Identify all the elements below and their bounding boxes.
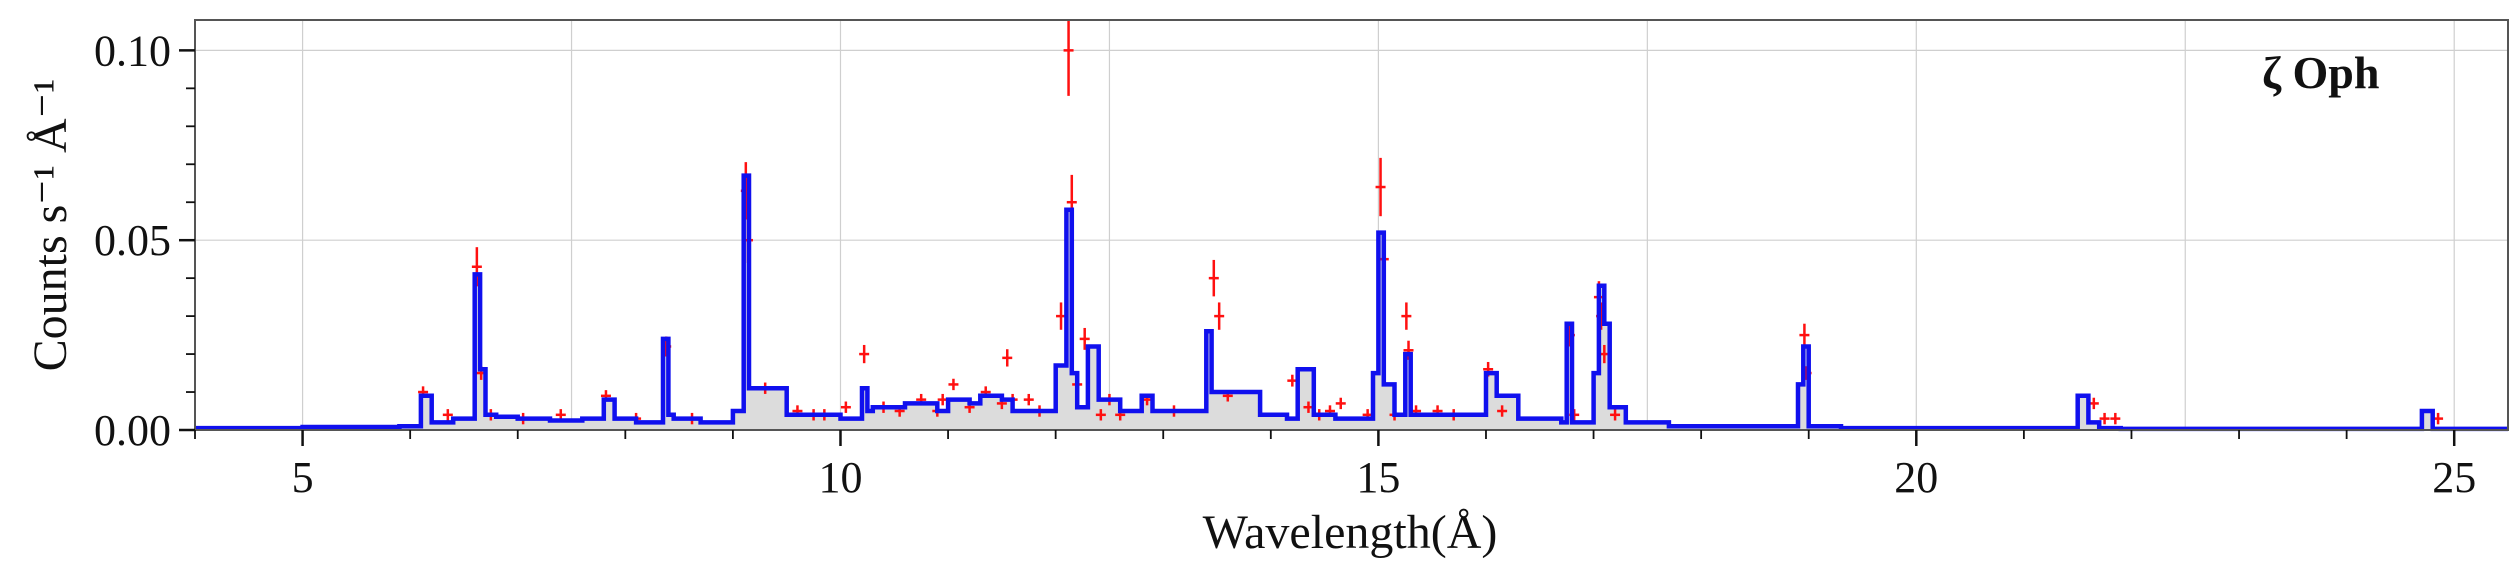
data-point [1335, 397, 1346, 410]
x-tick-label: 15 [1356, 453, 1400, 502]
data-point [442, 409, 453, 421]
x-tick-label: 5 [292, 453, 314, 502]
x-axis-label: Wavelength(Å) [1203, 506, 1498, 559]
data-point [840, 401, 851, 413]
model-fill-area [195, 175, 2508, 430]
data-point [2110, 412, 2121, 425]
data-point [2099, 412, 2110, 425]
data-point [1214, 302, 1225, 330]
x-tick-label: 10 [818, 453, 862, 502]
data-point [948, 378, 959, 391]
data-point [1799, 323, 1810, 347]
data-point [1610, 409, 1621, 421]
y-tick-label: 0.10 [94, 26, 171, 75]
data-point [1208, 259, 1219, 297]
data-point [1375, 157, 1386, 217]
x-tick-label: 20 [1894, 453, 1938, 502]
data-point [1063, 20, 1074, 96]
data-point [1079, 327, 1090, 350]
data-point [859, 344, 870, 364]
data-point [1497, 405, 1508, 417]
data-series [418, 20, 2444, 425]
grid [195, 20, 2508, 431]
x-tick-label: 25 [2432, 453, 2476, 502]
axis-ticks: 5 10 15 20 25 0.00 0.05 0.10 [94, 26, 2476, 502]
y-tick-label: 0.05 [94, 216, 171, 265]
data-point [1401, 302, 1412, 330]
y-axis-label: Counts s⁻¹ Å⁻¹ [24, 79, 77, 372]
data-point [1095, 409, 1106, 421]
y-tick-label: 0.00 [94, 406, 171, 455]
star-annotation: ζ Oph [2262, 47, 2379, 98]
model-series-line [195, 173, 2508, 432]
plot-frame [194, 19, 2509, 431]
data-point [1023, 393, 1034, 406]
data-point [1002, 349, 1013, 367]
